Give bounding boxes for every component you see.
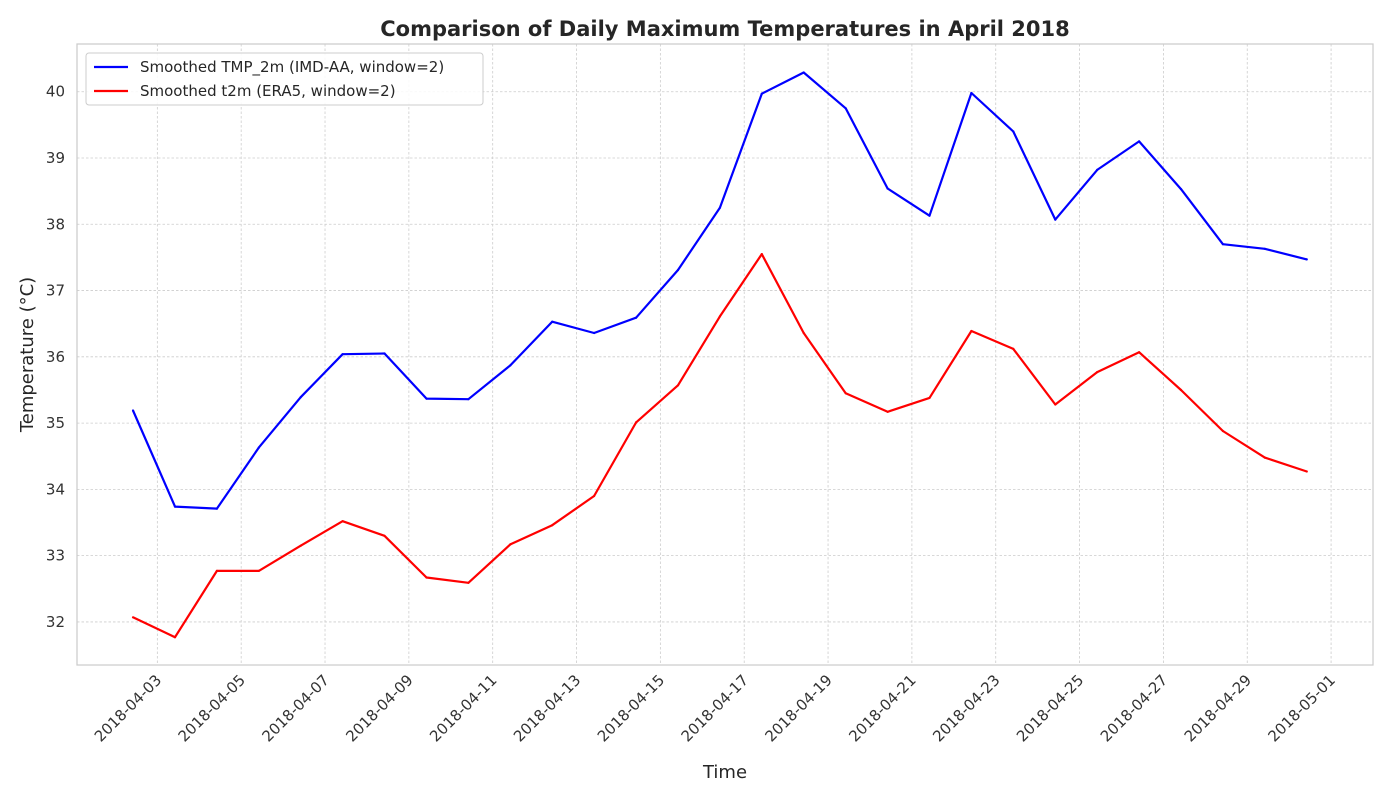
data-point	[928, 396, 931, 399]
data-point	[886, 410, 889, 413]
data-point	[509, 543, 512, 546]
legend-box	[85, 52, 484, 106]
data-point	[425, 576, 428, 579]
data-point	[1138, 140, 1141, 143]
data-point	[718, 206, 722, 209]
data-point	[467, 581, 470, 584]
data-point	[802, 331, 805, 335]
data-point	[1221, 243, 1224, 246]
y-axis-ticks: 32 33 34 35 36 37 38 39 40	[46, 83, 65, 631]
data-point	[844, 107, 847, 110]
data-point	[928, 214, 931, 217]
data-point	[635, 316, 638, 319]
data-point	[383, 534, 386, 537]
data-point	[131, 409, 135, 412]
data-point	[1054, 218, 1057, 221]
data-point	[341, 520, 344, 523]
data-point	[593, 331, 596, 335]
data-point	[1179, 388, 1183, 392]
y-tick-label: 38	[46, 215, 65, 233]
y-tick-label: 33	[46, 547, 65, 565]
data-point	[1012, 130, 1015, 133]
data-point	[676, 384, 680, 387]
data-point	[1138, 351, 1141, 354]
data-point	[425, 397, 428, 400]
y-tick-label: 36	[46, 348, 65, 366]
data-point	[802, 71, 805, 74]
data-point	[131, 616, 135, 619]
data-point	[299, 396, 302, 399]
data-point	[257, 569, 260, 573]
series-group	[131, 253, 1308, 639]
data-point	[1263, 456, 1266, 459]
data-point	[1096, 371, 1099, 374]
data-point	[970, 329, 973, 333]
y-tick-label: 34	[46, 480, 65, 498]
data-point	[509, 364, 512, 367]
x-axis-label: Time	[702, 762, 747, 783]
data-point	[844, 392, 847, 395]
data-point	[760, 92, 763, 95]
data-point	[257, 446, 260, 449]
y-tick-label: 40	[46, 83, 65, 101]
y-tick-label: 37	[46, 282, 65, 300]
data-point	[1305, 258, 1308, 261]
legend-entry-label: Smoothed TMP_2m (IMD-AA, window=2)	[140, 58, 444, 77]
data-point	[886, 187, 889, 190]
legend: Smoothed TMP_2m (IMD-AA, window=2) Smooth…	[85, 52, 484, 106]
y-tick-label: 32	[46, 613, 65, 631]
data-point	[1096, 168, 1099, 171]
data-point	[1221, 429, 1224, 433]
data-point	[173, 636, 177, 639]
data-point	[718, 315, 722, 318]
y-tick-label: 35	[46, 414, 65, 432]
data-point	[299, 544, 302, 547]
data-point	[1263, 247, 1266, 250]
data-point	[760, 253, 763, 256]
y-tick-label: 39	[46, 149, 65, 167]
data-point	[676, 268, 680, 272]
data-point	[551, 524, 554, 527]
y-axis-label: Temperature (°C)	[17, 277, 38, 433]
data-point	[593, 494, 596, 498]
data-point	[1305, 470, 1308, 473]
data-point	[467, 398, 470, 401]
data-point	[1054, 403, 1057, 406]
data-point	[1012, 347, 1015, 350]
series-group	[131, 71, 1308, 510]
data-point	[383, 352, 386, 355]
chart-title: Comparison of Daily Maximum Temperatures…	[380, 17, 1070, 41]
data-point	[1179, 188, 1183, 191]
data-point	[970, 91, 973, 95]
legend-entry-label: Smoothed t2m (ERA5, window=2)	[140, 82, 396, 100]
data-point	[635, 421, 638, 424]
data-point	[215, 569, 218, 573]
series-layer	[131, 71, 1308, 639]
data-point	[551, 320, 554, 323]
data-point	[215, 507, 218, 510]
data-point	[173, 505, 177, 508]
data-point	[341, 353, 344, 356]
plot-frame	[76, 43, 1374, 666]
